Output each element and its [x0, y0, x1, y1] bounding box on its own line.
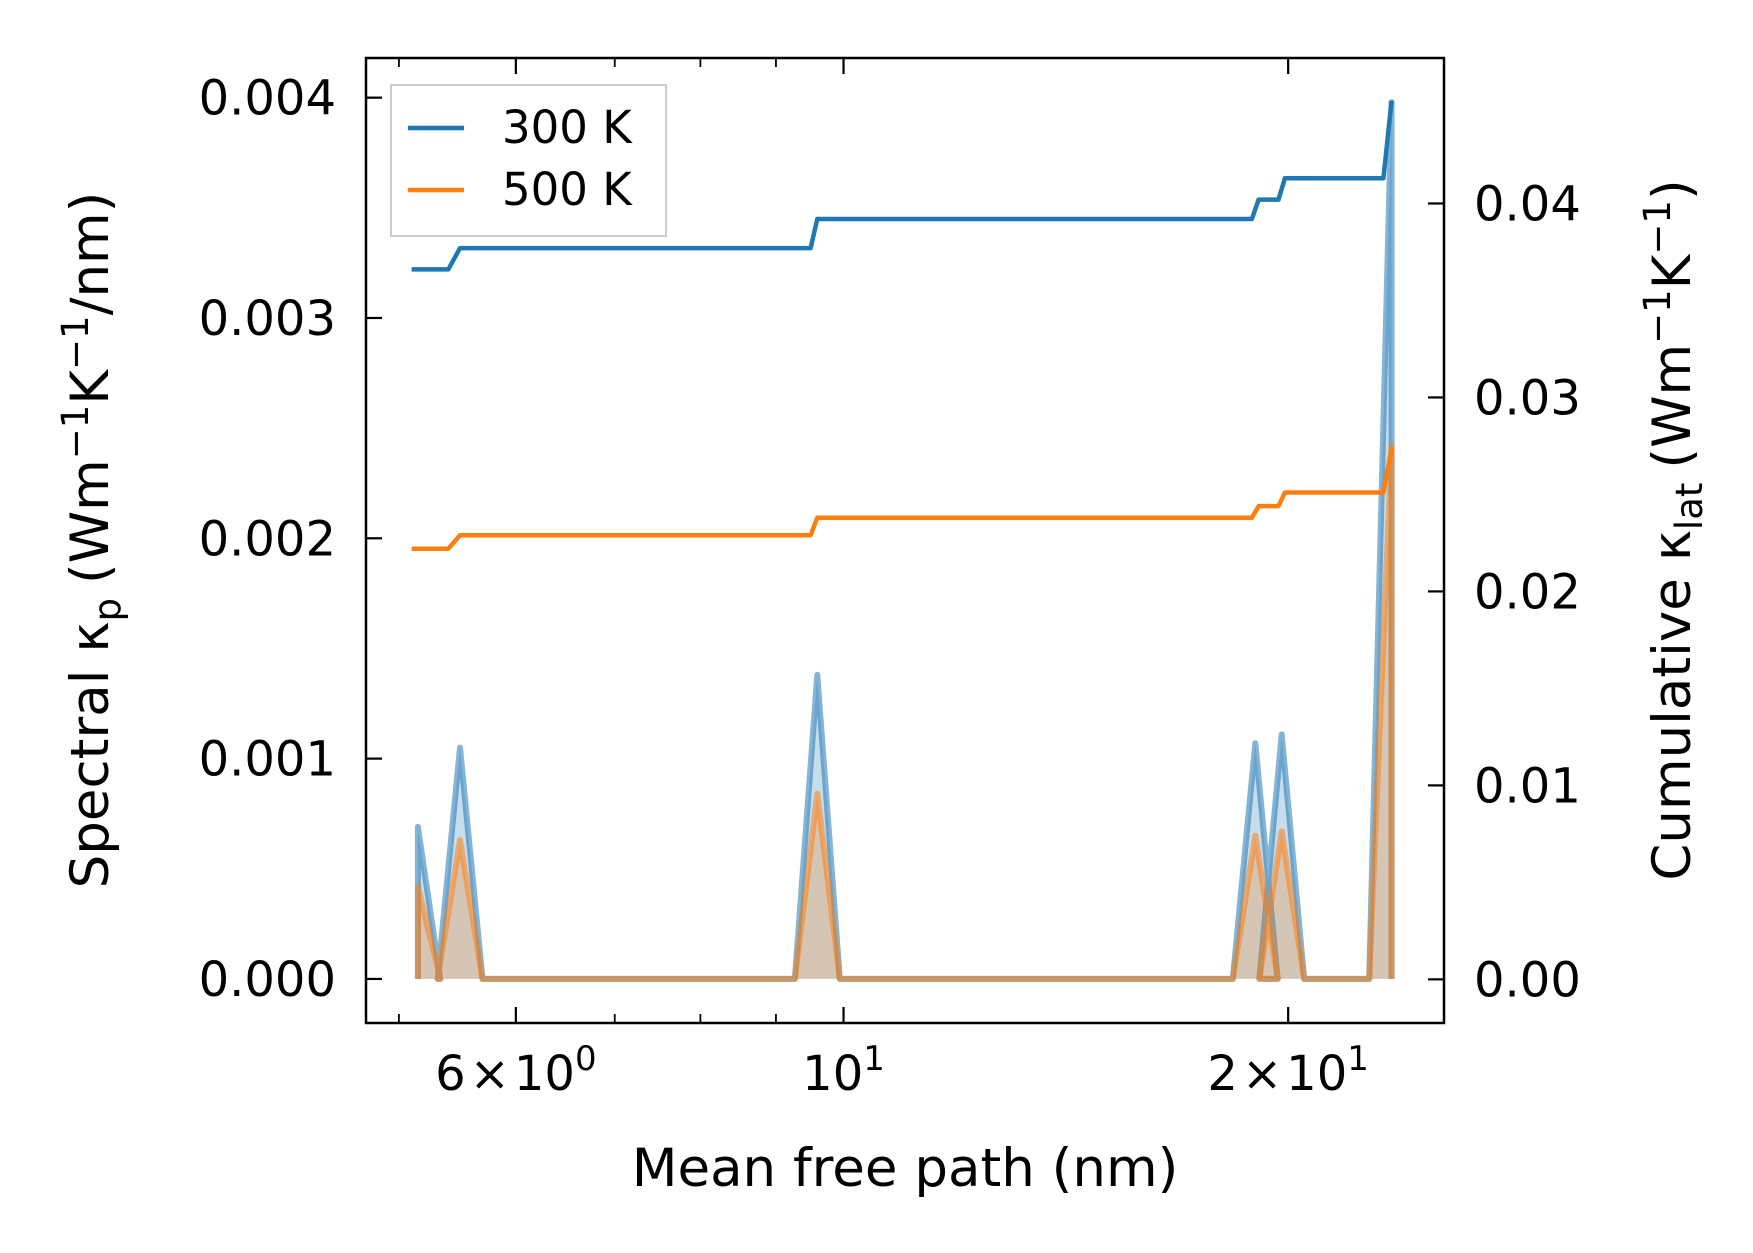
- y-right-tick-label-2: 0.02: [1474, 564, 1581, 620]
- y-axis-label-left: Spectral κp(Wm−1K−1/nm): [54, 192, 129, 889]
- x-axis-label: Mean free path (nm): [632, 1138, 1179, 1199]
- plot-frame: [364, 56, 1446, 1025]
- y-left-label-sub: p: [86, 598, 129, 622]
- x-tick-label-1: 101: [802, 1039, 885, 1102]
- y-left-label-unit-pre: (Wm: [60, 459, 121, 584]
- x-tick-label-2: 2×101: [1207, 1039, 1368, 1102]
- y-left-tick-label-3: 0.003: [199, 291, 336, 347]
- legend-label-300k: 300 K: [502, 101, 633, 154]
- y-left-label-text: Spectral κ: [60, 621, 121, 888]
- y-left-label-unit-post: /nm): [60, 192, 121, 316]
- y-right-tick-label-0: 0.00: [1474, 952, 1581, 1008]
- y-right-label-k: K: [1642, 253, 1703, 289]
- x-tick-label-0: 6×100: [435, 1039, 596, 1102]
- y-left-label-sup1: −1: [54, 405, 97, 460]
- ticks-layer: 6×100 101 2×101 0.000 0.001 0.002 0.003 0.004 0.…: [199, 58, 1581, 1102]
- cumulative-series-500k: [411, 447, 1394, 551]
- y-right-label-sup1: −1: [1636, 289, 1679, 344]
- legend-frame: [390, 84, 667, 237]
- y-left-tick-label-1: 0.001: [199, 732, 336, 788]
- cumulative-series-300k: [411, 100, 1394, 272]
- y-left-tick-label-0: 0.000: [199, 952, 336, 1008]
- y-right-label-sup2: −1: [1636, 200, 1679, 255]
- y-right-label-unit-post: ): [1642, 179, 1703, 200]
- cumulative-series-layer: [411, 100, 1394, 551]
- y-left-label-sup2: −1: [54, 315, 97, 370]
- y-left-tick-label-2: 0.002: [199, 511, 336, 567]
- y-right-label-unit-pre: (Wm: [1642, 344, 1703, 469]
- spectral-series-500k: [414, 442, 1395, 982]
- spectral-series-layer: [414, 99, 1395, 982]
- y-left-tick-label-4: 0.004: [199, 71, 336, 127]
- y-right-tick-label-4: 0.04: [1474, 176, 1581, 232]
- legend-label-500k: 500 K: [502, 163, 633, 216]
- y-left-label-k: K: [60, 369, 121, 405]
- y-right-label-sub: lat: [1668, 483, 1711, 530]
- y-right-tick-label-1: 0.01: [1474, 758, 1581, 814]
- y-right-label-text: Cumulative κ: [1642, 530, 1703, 881]
- y-axis-label-right: Cumulative κlat(Wm−1K−1): [1636, 179, 1711, 880]
- legend: 300 K 500 K: [390, 84, 667, 237]
- y-right-tick-label-3: 0.03: [1474, 370, 1581, 426]
